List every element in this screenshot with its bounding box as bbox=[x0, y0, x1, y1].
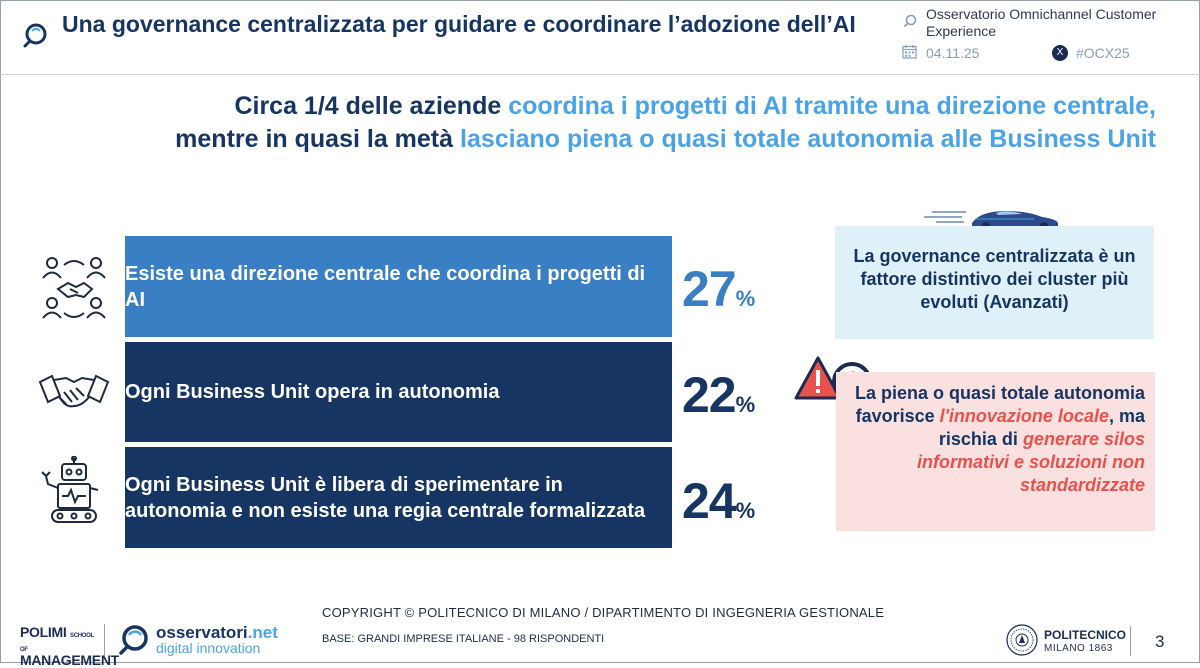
event-date: 04.11.25 bbox=[926, 45, 980, 61]
handshake-icon bbox=[38, 374, 110, 408]
callout-autonomy-risk: La piena o quasi totale autonomia favori… bbox=[836, 372, 1155, 531]
callout-text: La piena o quasi totale autonomia favori… bbox=[854, 383, 1145, 426]
percent-bu-autonomy: 22% bbox=[682, 366, 792, 424]
polimi-logo: POLIMI SCHOOL OF MANAGEMENT bbox=[20, 624, 119, 668]
percent-unit: % bbox=[735, 392, 756, 417]
osservatori-brand: osservatori.net bbox=[156, 623, 278, 643]
team-handshake-icon bbox=[42, 257, 106, 319]
osservatori-text: osservatori bbox=[156, 623, 248, 642]
polimi-management-text: MANAGEMENT bbox=[20, 652, 119, 668]
footer-divider bbox=[104, 624, 105, 656]
percent-unit: % bbox=[735, 498, 756, 523]
page-number: 3 bbox=[1155, 632, 1165, 651]
event-hashtag[interactable]: #OCX25 bbox=[1076, 45, 1130, 61]
robot-icon bbox=[41, 456, 99, 523]
polimi-school-text: SCHOOL OF bbox=[20, 633, 94, 653]
callout-text: , ma rischia di bbox=[938, 406, 1145, 449]
bar-central-direction: Esiste una direzione centrale che coordi… bbox=[125, 236, 672, 337]
percent-value: 27 bbox=[682, 261, 737, 317]
page-title: Una governance centralizzata per guidare… bbox=[62, 11, 856, 37]
bar-bu-autonomy: Ogni Business Unit opera in autonomia bbox=[125, 342, 672, 442]
x-social-icon[interactable]: X bbox=[1052, 45, 1068, 61]
observatory-name: Osservatorio Omnichannel Customer Experi… bbox=[926, 6, 1157, 39]
politecnico-text: POLITECNICO bbox=[1044, 628, 1127, 642]
percent-value: 24 bbox=[682, 473, 737, 529]
callout-centralized-governance: La governance centralizzata è un fattore… bbox=[835, 226, 1154, 339]
bar-bu-experiment: Ogni Business Unit è libera di speriment… bbox=[125, 447, 672, 548]
headline: Circa 1/4 delle aziende coordina i proge… bbox=[0, 90, 1156, 156]
copyright-text: COPYRIGHT © POLITECNICO DI MILANO / DIPA… bbox=[322, 605, 885, 620]
callout-emphasis-local-innovation: l'innovazione locale bbox=[939, 406, 1109, 426]
calendar-icon bbox=[902, 45, 917, 59]
footer-divider bbox=[1130, 626, 1131, 656]
osservatori-logo-icon bbox=[119, 625, 148, 655]
bar-label: Ogni Business Unit opera in autonomia bbox=[125, 381, 500, 403]
callout-emphasis-silos: generare silos informativi e soluzioni n… bbox=[916, 429, 1145, 495]
percent-unit: % bbox=[735, 286, 756, 311]
bar-label: Esiste una direzione centrale che coordi… bbox=[125, 262, 646, 311]
sample-base-text: BASE: GRANDI IMPRESE ITALIANE - 98 RISPO… bbox=[322, 633, 605, 645]
header-divider bbox=[0, 74, 1200, 75]
osservatori-logo-icon bbox=[23, 23, 47, 48]
observatory-icon bbox=[903, 14, 917, 28]
headline-line2-dark: mentre in quasi la metà bbox=[175, 125, 460, 153]
milano-text: MILANO 1863 bbox=[1044, 643, 1113, 654]
bar-label: Ogni Business Unit è libera di speriment… bbox=[125, 473, 646, 522]
polimi-text: POLIMI bbox=[20, 624, 67, 640]
digital-innovation-text: digital innovation bbox=[156, 640, 261, 656]
percent-bu-experiment: 24% bbox=[682, 472, 792, 530]
headline-line1-highlight: coordina i progetti di AI tramite una di… bbox=[508, 92, 1156, 120]
percent-central-direction: 27% bbox=[682, 260, 792, 318]
politecnico-seal-icon bbox=[1006, 624, 1038, 656]
osservatori-net-text: .net bbox=[247, 623, 278, 642]
headline-line1-dark: Circa 1/4 delle aziende bbox=[234, 92, 509, 120]
percent-value: 22 bbox=[682, 367, 737, 423]
headline-line2-highlight: lasciano piena o quasi totale autonomia … bbox=[460, 125, 1156, 153]
